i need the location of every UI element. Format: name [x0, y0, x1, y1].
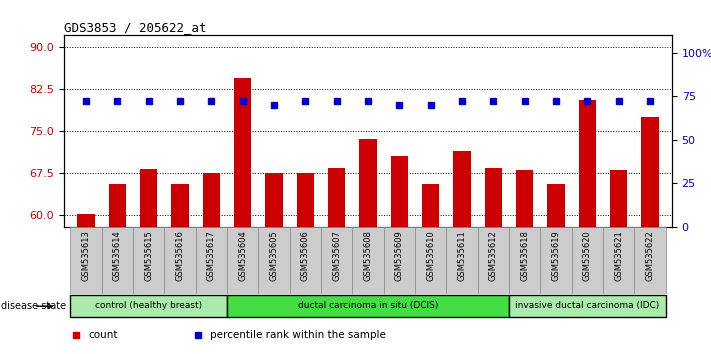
Bar	[109, 184, 126, 227]
Text: GSM535610: GSM535610	[426, 230, 435, 281]
Bar	[77, 213, 95, 227]
Text: GSM535614: GSM535614	[113, 230, 122, 281]
Bar	[203, 173, 220, 227]
Bar	[140, 169, 157, 227]
FancyBboxPatch shape	[540, 227, 572, 294]
FancyBboxPatch shape	[289, 227, 321, 294]
Text: control (healthy breast): control (healthy breast)	[95, 301, 202, 310]
Bar	[359, 139, 377, 227]
FancyBboxPatch shape	[478, 227, 509, 294]
Text: count: count	[88, 330, 118, 340]
Bar	[328, 167, 346, 227]
FancyBboxPatch shape	[509, 227, 540, 294]
Text: GSM535606: GSM535606	[301, 230, 310, 281]
Text: GSM535616: GSM535616	[176, 230, 184, 281]
Text: GSM535618: GSM535618	[520, 230, 529, 281]
Text: GSM535609: GSM535609	[395, 230, 404, 281]
FancyBboxPatch shape	[321, 227, 352, 294]
Bar	[234, 78, 251, 227]
Text: disease state: disease state	[1, 301, 66, 311]
Text: ductal carcinoma in situ (DCIS): ductal carcinoma in situ (DCIS)	[298, 301, 438, 310]
Text: GSM535619: GSM535619	[552, 230, 560, 281]
Bar	[641, 117, 658, 227]
Text: GSM535605: GSM535605	[269, 230, 279, 281]
Text: GSM535622: GSM535622	[646, 230, 654, 281]
Text: GSM535604: GSM535604	[238, 230, 247, 281]
FancyBboxPatch shape	[70, 295, 227, 318]
FancyBboxPatch shape	[634, 227, 665, 294]
FancyBboxPatch shape	[509, 295, 665, 318]
FancyBboxPatch shape	[415, 227, 447, 294]
Text: invasive ductal carcinoma (IDC): invasive ductal carcinoma (IDC)	[515, 301, 659, 310]
FancyBboxPatch shape	[447, 227, 478, 294]
FancyBboxPatch shape	[384, 227, 415, 294]
Text: GSM535607: GSM535607	[332, 230, 341, 281]
FancyBboxPatch shape	[352, 227, 384, 294]
Text: GSM535612: GSM535612	[488, 230, 498, 281]
FancyBboxPatch shape	[70, 227, 102, 294]
Bar	[547, 184, 565, 227]
Bar	[516, 170, 533, 227]
FancyBboxPatch shape	[572, 227, 603, 294]
Bar	[454, 151, 471, 227]
Text: GSM535613: GSM535613	[82, 230, 90, 281]
Text: percentile rank within the sample: percentile rank within the sample	[210, 330, 386, 340]
FancyBboxPatch shape	[603, 227, 634, 294]
FancyBboxPatch shape	[196, 227, 227, 294]
Bar	[579, 100, 596, 227]
Bar	[171, 184, 188, 227]
Text: GSM535615: GSM535615	[144, 230, 153, 281]
FancyBboxPatch shape	[102, 227, 133, 294]
Bar	[422, 184, 439, 227]
Text: GDS3853 / 205622_at: GDS3853 / 205622_at	[64, 21, 206, 34]
Bar	[296, 173, 314, 227]
Bar	[390, 156, 408, 227]
FancyBboxPatch shape	[227, 227, 258, 294]
Bar	[610, 170, 627, 227]
FancyBboxPatch shape	[133, 227, 164, 294]
Bar	[485, 167, 502, 227]
Bar	[265, 173, 282, 227]
Text: GSM535620: GSM535620	[583, 230, 592, 281]
Text: GSM535617: GSM535617	[207, 230, 215, 281]
FancyBboxPatch shape	[164, 227, 196, 294]
FancyBboxPatch shape	[258, 227, 289, 294]
Text: GSM535621: GSM535621	[614, 230, 623, 281]
Text: GSM535611: GSM535611	[457, 230, 466, 281]
FancyBboxPatch shape	[227, 295, 509, 318]
Text: GSM535608: GSM535608	[363, 230, 373, 281]
